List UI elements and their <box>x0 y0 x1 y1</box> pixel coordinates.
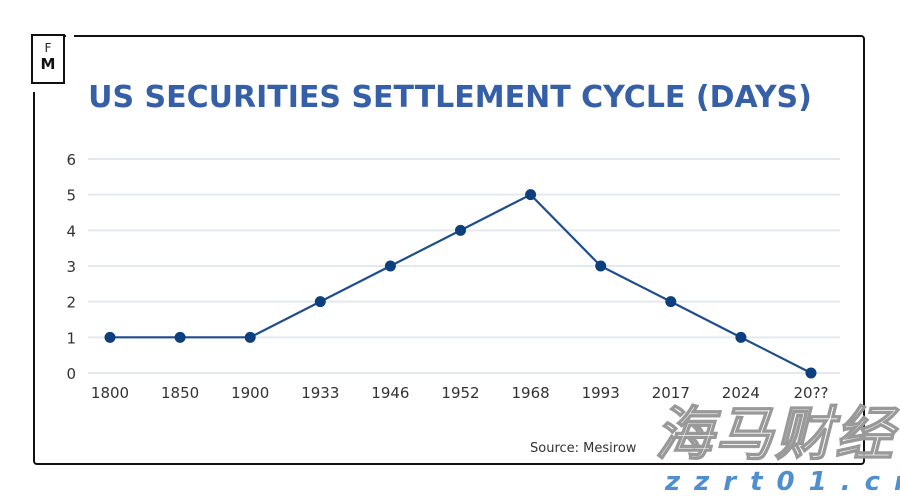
x-tick-label: 1850 <box>161 384 199 402</box>
y-tick-label: 6 <box>66 151 76 169</box>
data-point <box>174 331 186 343</box>
data-point <box>525 189 537 201</box>
y-tick-label: 2 <box>66 294 76 312</box>
y-tick-label: 4 <box>66 222 76 240</box>
data-point <box>735 331 747 343</box>
x-tick-label: 2024 <box>722 384 760 402</box>
data-point <box>455 224 466 236</box>
x-tick-label: 1933 <box>301 384 339 402</box>
series-line <box>110 193 812 374</box>
y-tick-label: 3 <box>66 258 76 276</box>
data-point <box>805 367 817 379</box>
y-tick-label: 5 <box>66 187 76 205</box>
data-point <box>665 296 677 308</box>
x-tick-label: 1993 <box>582 384 620 402</box>
watermark: 海马财经 <box>654 400 896 468</box>
x-tick-label: 1900 <box>231 384 269 402</box>
source-note: Source: Mesirow <box>530 441 637 456</box>
data-point <box>104 331 116 343</box>
x-tick-label: 20?? <box>793 384 828 402</box>
chart-frame <box>33 35 865 465</box>
x-tick-label: 1946 <box>371 384 409 402</box>
x-tick-label: 1800 <box>91 384 129 402</box>
y-tick-label: 0 <box>66 365 76 383</box>
data-point <box>244 331 256 343</box>
watermark-url: zzrt01.cn <box>665 467 900 497</box>
chart-title: US SECURITIES SETTLEMENT CYCLE (DAYS) <box>88 80 812 115</box>
logo: F M <box>31 34 65 84</box>
x-tick-label: 2017 <box>652 384 690 402</box>
y-tick-label: 1 <box>66 329 76 347</box>
data-point <box>384 260 396 272</box>
x-tick-label: 1968 <box>512 384 550 402</box>
data-point <box>314 296 326 308</box>
data-point <box>595 260 607 272</box>
x-tick-label: 1952 <box>441 384 479 402</box>
